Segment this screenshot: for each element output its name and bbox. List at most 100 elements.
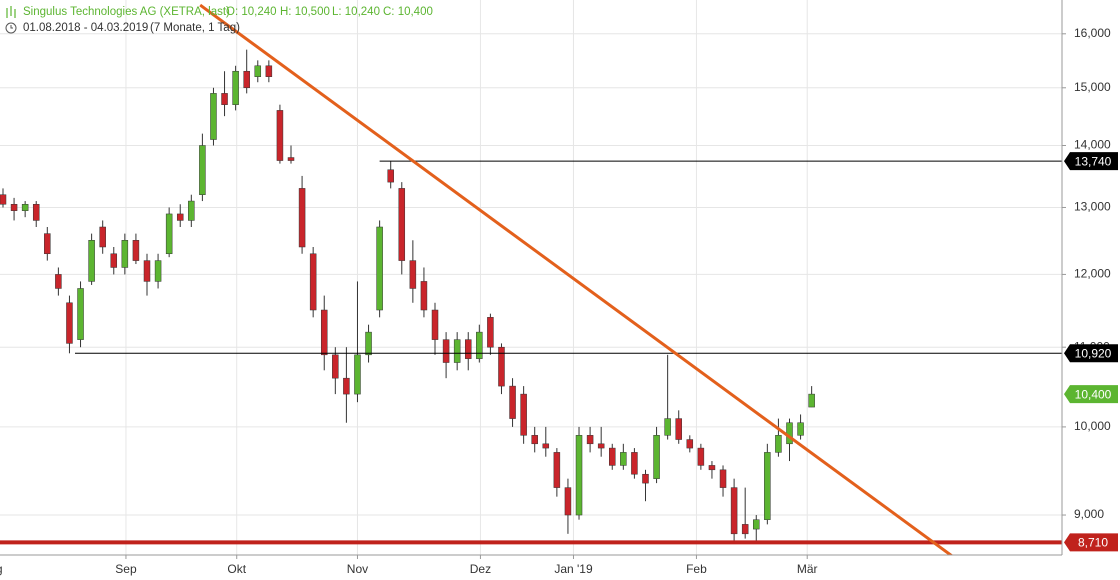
candle-body [254,65,262,77]
candle-body [66,302,73,344]
candle-body [309,253,317,311]
clock-icon [5,22,17,34]
x-tick-label: Jan '19 [554,562,593,576]
candle-body [476,331,483,359]
candle-body [719,469,727,488]
candle-body [298,188,306,248]
legend-item: H: 10,500 [280,6,330,18]
candle-body [199,145,206,195]
candle-body [520,393,527,436]
price-tag-label: 13,740 [1075,154,1112,168]
price-tag [1064,344,1118,363]
candle-body [55,274,62,289]
candle-body [575,435,583,516]
candle-body [343,377,350,395]
x-tick-label: Mär [797,562,818,576]
candle-body [464,339,472,359]
y-tick-label: 10,000 [1074,419,1111,433]
x-tick-label: Nov [347,562,368,576]
candle-body [365,331,372,356]
plot-area [0,3,1062,555]
axes: 9,00010,00011,00012,00013,00014,00015,00… [0,26,1118,576]
candle-body [420,281,428,311]
candle-body [586,435,594,445]
candle-body [165,213,173,255]
price-tag [1064,152,1118,171]
x-tick-label: Dez [470,562,491,576]
candle-body [786,422,793,445]
candle-body [631,452,638,475]
candle-body [332,354,339,379]
candle-body [398,188,406,261]
candle-body [453,339,461,363]
price-tag-label: 10,400 [1075,387,1112,401]
candle-body [121,240,129,268]
candle-body [553,452,561,488]
price-tag [1064,533,1118,552]
date-range: 01.08.2018 - 04.03.2019 [23,22,148,34]
candle-body [730,487,738,535]
y-tick-label: 9,000 [1074,507,1104,521]
candle-body [775,435,782,453]
candle-body [431,309,439,340]
candle-body [741,524,749,535]
candle-body [221,93,228,105]
candle-body [387,169,394,183]
trend-line [199,3,954,555]
x-tick-label: Okt [227,562,246,576]
legend-item: C: 10,400 [383,6,433,18]
candle-body [675,418,682,440]
candle-body [188,200,195,221]
candle-body [265,65,273,77]
candle-body [542,443,550,449]
x-tick-label: Aug [0,562,3,576]
candle-body [686,439,694,449]
y-tick-label: 14,000 [1074,138,1111,152]
candle-body [143,260,151,282]
candle-body [509,385,516,419]
candle-body [243,70,250,89]
candle-body [797,422,804,436]
y-tick-label: 16,000 [1074,26,1111,40]
candle-body [276,110,284,161]
candle-body [564,487,572,516]
candle-body [697,447,705,466]
y-tick-label: 15,000 [1074,80,1111,94]
candle-body [609,447,616,466]
candle-body [620,452,627,466]
candle-body [354,354,361,395]
x-tick-label: Feb [686,562,707,576]
candle-body [77,288,84,340]
candle-body [653,435,660,479]
candle-body [10,204,18,211]
candle-body [0,194,7,205]
candle-body [764,452,771,520]
price-tag-label: 8,710 [1078,536,1108,550]
candle-body [664,418,671,436]
candle-body [99,226,106,248]
legend-item: L: 10,240 [332,6,380,18]
x-tick-label: Sep [115,562,137,576]
candle-body [531,435,538,445]
candle-body [32,204,40,221]
candle-body [708,465,716,471]
candle-body [44,233,51,255]
candle-body [409,260,417,289]
chart-icon [6,6,16,18]
candle-body [287,157,295,161]
candle-body [154,260,162,282]
header: Singulus Technologies AG (XETRA, last) O… [5,6,433,34]
candle-body [210,93,217,140]
clock-hand [10,25,13,29]
candle-body [376,226,383,311]
period: (7 Monate, 1 Tag) [150,22,240,34]
candle-body [487,317,494,348]
candle-body [176,213,184,221]
candle-body [498,346,505,387]
chart-title: Singulus Technologies AG (XETRA, last) [23,6,230,18]
candle-body [642,473,649,484]
candle-body [442,339,450,363]
y-tick-label: 13,000 [1074,200,1111,214]
legend-item: O: 10,240 [226,6,277,18]
